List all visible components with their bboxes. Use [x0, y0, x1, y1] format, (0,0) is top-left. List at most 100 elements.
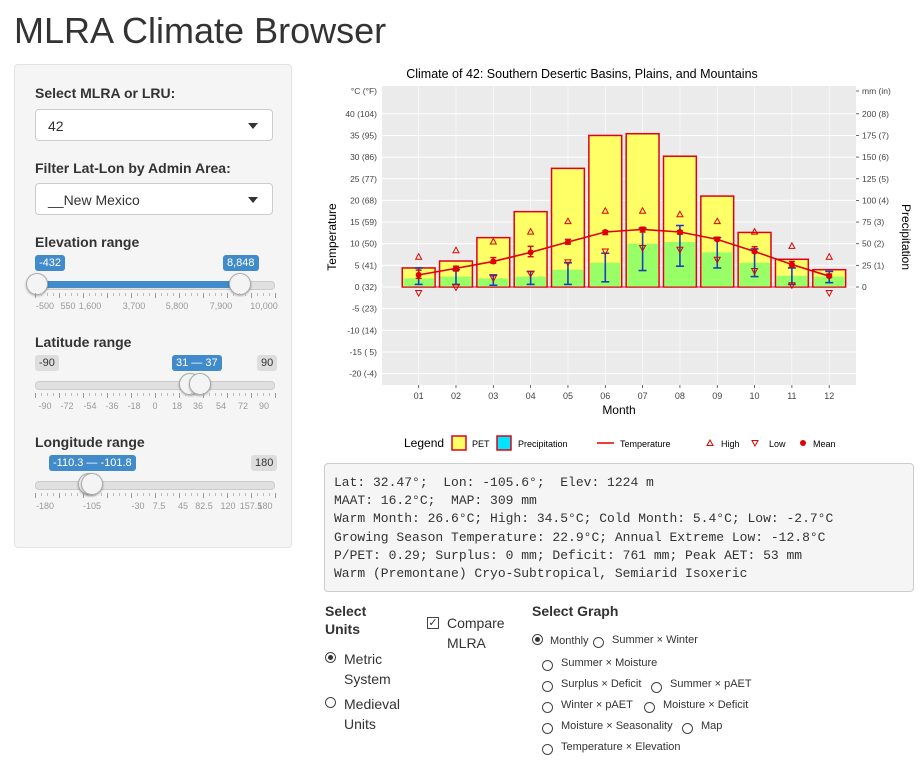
latitude-slider[interactable]: -90 31 — 37 90 -90 -72 -54 -36 -18 0 18 36 54 72 9…	[35, 355, 278, 415]
x-tick-label: 06	[600, 391, 610, 401]
mlra-select-label: Select MLRA or LRU:	[35, 85, 176, 101]
temperature-mean-point	[751, 248, 758, 255]
compare-mlra-checkbox[interactable]: ✓	[427, 617, 439, 629]
graph-option-label[interactable]: Summer × Moisture	[561, 657, 658, 669]
slider-tick	[263, 493, 264, 496]
slider-tick	[203, 393, 204, 398]
medieval-radio[interactable]	[325, 697, 336, 708]
x-tick-label: 12	[824, 391, 834, 401]
metric-radio[interactable]	[325, 652, 336, 663]
graph-option-label[interactable]: Monthly	[550, 635, 589, 647]
x-tick-label: 10	[750, 391, 760, 401]
slider-tick	[131, 293, 132, 298]
admin-area-select[interactable]: __New Mexico	[35, 183, 273, 215]
compare-mlra-label[interactable]: Compare MLRA	[447, 615, 505, 651]
medieval-option-label[interactable]: Medieval Units	[344, 696, 401, 732]
slider-tick-label: 180	[257, 501, 273, 511]
graph-option-label[interactable]: Moisture × Seasonality	[561, 720, 673, 732]
slider-track	[35, 381, 275, 390]
graph-radio-summer-moisture[interactable]	[542, 660, 553, 671]
latitude-max-handle[interactable]	[189, 373, 211, 395]
slider-tick	[155, 293, 156, 298]
high-temperature-marker	[489, 237, 498, 245]
y-tick-label-left: 0 (32)	[355, 282, 377, 292]
slider-tick	[197, 493, 198, 496]
admin-select-label: Filter Lat-Lon by Admin Area:	[35, 160, 231, 176]
summary-line: Growing Season Temperature: 22.9°C; Annu…	[334, 529, 826, 545]
x-tick-label: 03	[488, 391, 498, 401]
slider-tick	[59, 393, 60, 398]
x-tick-label: 08	[675, 391, 685, 401]
elevation-slider[interactable]: -432 8,848 -500 550 1,600 3,700 5,800 7,900 10…	[26, 255, 278, 315]
slider-tick	[35, 293, 36, 298]
temperature-mean-point	[415, 271, 422, 278]
slider-tick	[275, 393, 276, 398]
elevation-max-tag: 8,848	[223, 255, 259, 271]
slider-tick	[155, 493, 156, 498]
metric-option-label[interactable]: Metric System	[344, 651, 391, 687]
graph-option-label[interactable]: Moisture × Deficit	[663, 699, 749, 711]
slider-tick	[263, 293, 264, 296]
slider-tick	[95, 393, 96, 396]
y-tick-label-left: 20 (68)	[350, 195, 377, 205]
slider-tick	[257, 293, 258, 296]
y-tick-label-left: 15 (59)	[350, 217, 377, 227]
slider-tick	[167, 493, 168, 496]
graph-radio-winter-paet[interactable]	[542, 702, 553, 713]
summary-line: Warm (Premontane) Cryo-Subtropical, Semi…	[334, 566, 748, 582]
slider-tick-label: -90	[38, 401, 52, 411]
slider-tick-label: 7,900	[209, 301, 233, 311]
slider-tick-label: 45	[177, 501, 189, 511]
slider-tick	[53, 393, 54, 396]
high-temperature-marker	[564, 217, 572, 225]
graph-radio-summer-paet[interactable]	[651, 682, 662, 693]
slider-tick	[101, 493, 102, 496]
graph-radio-moisture-seasonality[interactable]	[542, 723, 553, 734]
chart-legend: Legend PET Precipitation Temperature High Low…	[404, 435, 836, 451]
graph-option-label[interactable]: Map	[701, 720, 723, 732]
elevation-max-handle[interactable]	[229, 273, 251, 295]
slider-tick-label: -72	[60, 401, 74, 411]
graph-radio-temperature-elevation[interactable]	[542, 744, 553, 755]
slider-tick	[119, 293, 120, 296]
graph-radio-monthly[interactable]	[532, 634, 543, 645]
slider-tick-label: 7.5	[152, 501, 166, 511]
mlra-select[interactable]: 42	[35, 109, 273, 141]
graph-option-label[interactable]: Summer × Winter	[612, 634, 698, 646]
slider-tick	[173, 293, 174, 296]
slider-tick-label: -54	[83, 401, 97, 411]
slider-tick-label: 5,800	[165, 301, 189, 311]
slider-tick	[185, 393, 186, 396]
slider-tick	[269, 293, 270, 296]
units-group-label: Select Units	[325, 603, 367, 637]
slider-tick	[149, 493, 150, 496]
slider-tick-label: 3,700	[122, 301, 146, 311]
graph-radio-surplus-deficit[interactable]	[542, 681, 553, 692]
longitude-max-handle[interactable]	[81, 473, 103, 495]
x-tick-label: 04	[526, 391, 536, 401]
y-tick-label-left: -15 ( 5)	[350, 347, 378, 357]
slider-tick	[191, 393, 192, 396]
graph-radio-map[interactable]	[682, 723, 693, 734]
graph-option-label[interactable]: Summer × pAET	[670, 678, 752, 690]
slider-tick	[251, 393, 252, 398]
low-temperature-marker	[601, 248, 610, 256]
graph-option-label[interactable]: Surplus × Deficit	[561, 678, 642, 690]
slider-tick	[137, 393, 138, 396]
slider-tick	[161, 493, 162, 496]
summary-line: Lat: 32.47°; Lon: -105.6°; Elev: 1224 m	[334, 475, 654, 490]
legend-title: Legend	[404, 436, 444, 450]
graph-option-label[interactable]: Winter × pAET	[561, 699, 633, 711]
low-temperature-marker	[713, 256, 722, 264]
y-tick-label-left: °C (°F)	[351, 86, 377, 96]
elevation-min-handle[interactable]	[26, 273, 48, 295]
graph-option-label[interactable]: Temperature × Elevation	[561, 741, 681, 753]
graph-radio-summer-winter[interactable]	[593, 637, 604, 648]
temperature-mean-point	[788, 261, 795, 268]
x-tick-label: 01	[414, 391, 424, 401]
slider-tick	[89, 493, 90, 496]
graph-radio-moisture-deficit[interactable]	[644, 702, 655, 713]
longitude-slider[interactable]: -110.3 — -101.8 180 -180 -105 -30 7.5 45 82.5…	[35, 455, 278, 515]
low-temperature-marker	[676, 246, 684, 254]
slider-tick	[125, 493, 126, 496]
